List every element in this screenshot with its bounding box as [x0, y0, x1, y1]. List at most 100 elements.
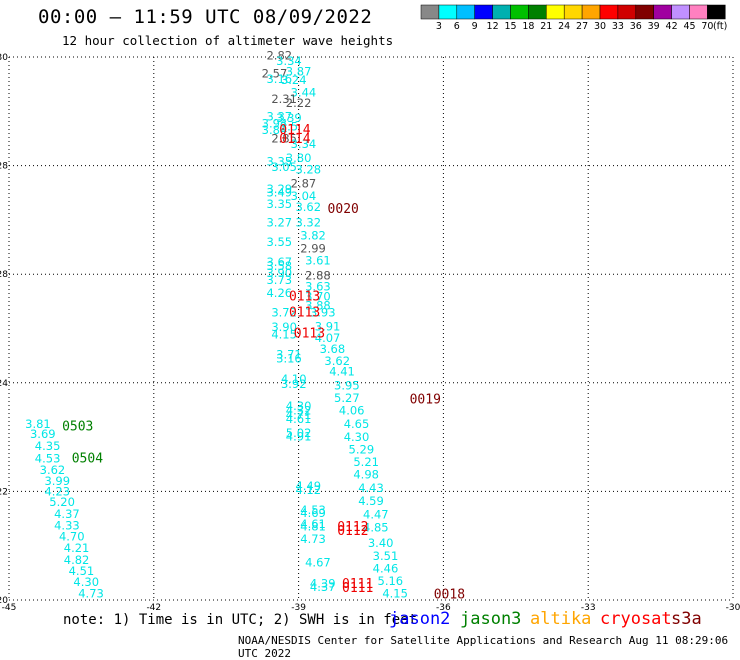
swh-label: 4.15: [271, 327, 297, 341]
swh-label: 4.37: [310, 580, 336, 594]
swh-label: 3.35: [266, 155, 292, 169]
swh-label: 3.62: [40, 463, 66, 477]
colorbar-label: 3: [436, 21, 442, 32]
swh-label: 3.44: [291, 86, 317, 100]
track-label: 0503: [62, 420, 93, 435]
swh-label: 4.33: [54, 518, 80, 532]
x-tick-label: -42: [146, 603, 161, 613]
swh-label: 4.49: [295, 479, 321, 493]
swh-label: 3.58: [266, 259, 292, 273]
swh-label: 5.16: [378, 574, 404, 588]
swh-label: 4.30: [73, 575, 99, 589]
swh-label: 3.95: [334, 378, 360, 392]
swh-label: 4.47: [363, 508, 389, 522]
swh-label: 3.49: [266, 186, 292, 200]
colorbar-label: 18: [522, 21, 534, 32]
swh-label: 2.85: [271, 131, 297, 145]
track-label: 0113: [294, 327, 325, 342]
swh-label: 3.84: [262, 123, 288, 137]
swh-label: 4.70: [59, 529, 85, 543]
swh-label: 4.71: [286, 408, 312, 422]
track-label: 0020: [328, 202, 359, 217]
swh-label: 3.87: [286, 64, 312, 78]
y-tick-label: 20: [0, 596, 8, 606]
track-label: 0113: [289, 289, 320, 304]
footer-note: note: 1) Time is in UTC; 2) SWH is in fe…: [63, 612, 418, 628]
swh-label: 3.69: [30, 427, 56, 441]
swh-label: 3.51: [373, 549, 399, 563]
track-label: 0111: [342, 581, 373, 596]
track-label: 0112: [337, 524, 368, 539]
swh-label: 3.71: [276, 347, 302, 361]
colorbar-label: 15: [504, 21, 516, 32]
colorbar-swatch: [617, 4, 637, 20]
swh-label: 4.37: [54, 507, 80, 521]
swh-label: 4.65: [344, 417, 370, 431]
colorbar-label: 24: [558, 21, 570, 32]
colorbar: 3 6 9 12 15 18 21 24 27 30 33 36 39 42 45 70 (ft): [420, 4, 727, 32]
swh-label: 3.27: [266, 215, 292, 229]
x-tick-label: -33: [581, 603, 596, 613]
colorbar-swatch: [438, 4, 458, 20]
legend-cryosat: cryosat: [600, 609, 672, 629]
swh-label: 3.80: [286, 151, 312, 165]
x-tick-label: -36: [436, 603, 451, 613]
swh-label: 3.82: [300, 228, 326, 242]
swh-label: 4.12: [295, 483, 321, 497]
swh-label: 4.98: [353, 467, 379, 481]
swh-label: 4.46: [373, 561, 399, 575]
swh-label: 3.81: [25, 417, 51, 431]
colorbar-label: 30: [594, 21, 606, 32]
swh-label: 4.32: [286, 403, 312, 417]
swh-label: 3.04: [291, 189, 317, 203]
swh-label: 4.53: [300, 503, 326, 517]
track-label: 0504: [72, 452, 103, 467]
track-label: 0112: [337, 520, 368, 535]
swh-label: 4.15: [382, 586, 408, 600]
swh-label: 2.22: [286, 96, 312, 110]
colorbar-swatch: [492, 4, 511, 20]
colorbar-label: 21: [540, 21, 552, 32]
chart-title: 00:00 – 11:59 UTC 08/09/2022: [38, 6, 373, 28]
swh-label: 3.5: [280, 119, 298, 133]
colorbar-swatch: [671, 4, 690, 20]
swh-label: 3.35: [266, 197, 292, 211]
colorbar-swatch: [510, 4, 529, 20]
swh-label: 3.72: [271, 306, 297, 320]
swh-label: 3.05: [271, 160, 297, 174]
swh-label: 2.88: [305, 269, 331, 283]
swh-label: 5.21: [353, 455, 379, 469]
swh-label: 3.61: [305, 253, 331, 267]
y-tick-label: 24: [0, 379, 8, 389]
swh-label: 4.61: [286, 412, 312, 426]
footer-credit: NOAA/NESDIS Center for Satellite Applica…: [238, 634, 729, 660]
swh-label: 3.37: [266, 110, 292, 124]
swh-label: 3.34: [276, 54, 302, 68]
colorbar-swatch: [474, 4, 493, 20]
wave-height-labels: 2.823.343.872.573.163.243.442.312.223.37…: [25, 49, 408, 601]
colorbar-swatch: [528, 4, 547, 20]
swh-label: 4.91: [286, 429, 312, 443]
swh-label: 4.51: [69, 564, 95, 578]
swh-label: 4.67: [305, 555, 331, 569]
swh-label: 3.34: [291, 137, 317, 151]
swh-label: 3.67: [266, 255, 292, 269]
swh-label: 2.82: [266, 49, 292, 63]
colorbar-label: 12: [487, 21, 499, 32]
swh-label: 3.94: [262, 117, 288, 131]
swh-label: 4.26: [266, 286, 292, 300]
colorbar-label: 70: [701, 21, 713, 32]
swh-label: 3.29: [266, 182, 292, 196]
chart-subtitle: 12 hour collection of altimeter wave hei…: [62, 33, 394, 48]
colorbar-label: 39: [648, 21, 660, 32]
colorbar-swatch: [563, 4, 583, 20]
swh-label: 4.43: [358, 481, 384, 495]
legend-jason3: jason3: [460, 609, 522, 629]
x-tick-label: -39: [291, 603, 306, 613]
axes: -45 -42 -39 -36 -33 -30 20 22 24 28 28 30: [0, 53, 740, 613]
colorbar-label: 6: [454, 21, 460, 32]
swh-label: 4.82: [64, 553, 90, 567]
x-tick-label: -30: [726, 603, 740, 613]
swh-label: 3.16: [276, 352, 302, 366]
